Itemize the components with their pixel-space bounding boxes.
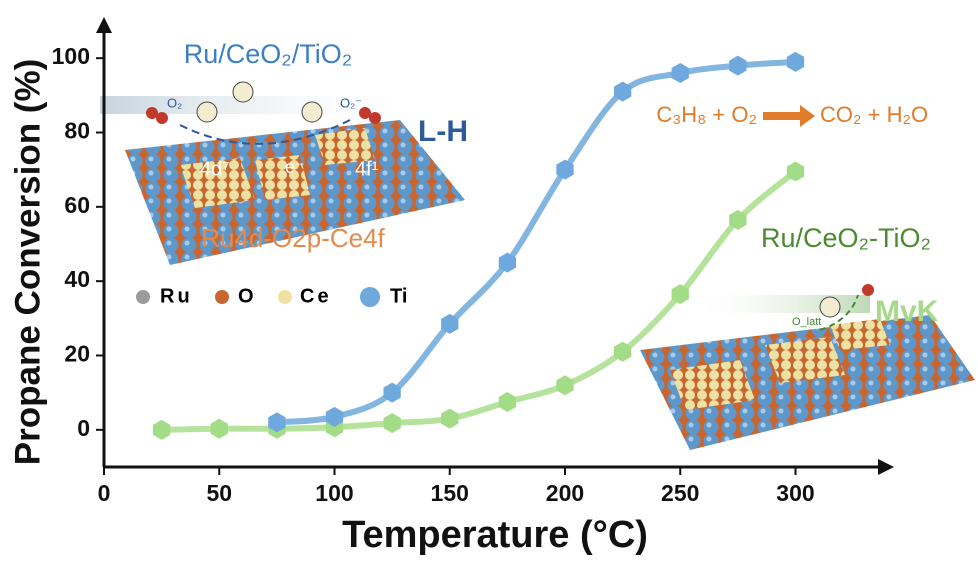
mechanism-label: MvK xyxy=(875,295,939,328)
data-point xyxy=(498,391,517,412)
y-tick-label: 80 xyxy=(64,118,90,144)
oxygen-label: O₂⁻ xyxy=(340,95,362,110)
x-tick-label: 200 xyxy=(546,480,584,506)
data-point xyxy=(441,408,459,429)
y-tick-label: 60 xyxy=(64,192,90,218)
data-point xyxy=(441,313,459,334)
data-point xyxy=(268,412,286,433)
data-point xyxy=(383,413,401,434)
reaction-label: C₃H₈ + O₂ xyxy=(656,102,757,127)
data-point xyxy=(786,51,805,72)
series-label: Ru/CeO₂/TiO₂ xyxy=(184,39,353,69)
data-point xyxy=(613,81,632,102)
x-tick-label: 250 xyxy=(661,480,699,506)
data-point xyxy=(729,209,747,230)
y-tick-label: 100 xyxy=(52,43,90,69)
series-label: Ru/CeO₂-TiO₂ xyxy=(761,223,931,253)
y-tick-label: 40 xyxy=(64,266,90,292)
axis-arrow xyxy=(96,17,112,33)
mechanism-label: L-H xyxy=(418,115,468,148)
x-tick-label: 50 xyxy=(206,480,232,506)
electron-label: e⁻ xyxy=(285,157,305,177)
data-point xyxy=(383,382,401,403)
oxygen-label: O_latt xyxy=(792,316,821,328)
legend-label: O xyxy=(238,285,254,307)
axis-arrow xyxy=(878,459,894,475)
reaction-label: CO₂ + H₂O xyxy=(820,102,928,127)
y-tick-label: 20 xyxy=(64,341,90,367)
data-point xyxy=(498,252,517,273)
illustration xyxy=(100,81,975,450)
y-axis-label: Propane Conversion (%) xyxy=(8,59,47,465)
orbital-label: 4d⁷ xyxy=(200,158,229,180)
y-tick-label: 0 xyxy=(77,415,90,441)
oxygen-label: O₂ xyxy=(167,95,182,110)
orbital-label: 4f¹ xyxy=(355,158,379,180)
series-line xyxy=(273,58,799,426)
data-point xyxy=(613,341,632,362)
orbital-label: Ru4d-O2p-Ce4f xyxy=(201,223,385,253)
data-point xyxy=(325,406,344,427)
legend-label: Ti xyxy=(390,285,407,307)
data-point xyxy=(210,418,228,439)
x-tick-label: 300 xyxy=(776,480,814,506)
data-point xyxy=(556,375,574,396)
data-point xyxy=(152,419,171,440)
x-tick-label: 150 xyxy=(431,480,469,506)
x-tick-label: 100 xyxy=(315,480,353,506)
data-point xyxy=(786,161,805,182)
x-tick-label: 0 xyxy=(98,480,111,506)
legend-label: Ce xyxy=(300,285,332,307)
data-point xyxy=(556,159,574,180)
x-axis-label: Temperature (°C) xyxy=(342,514,648,556)
data-point xyxy=(671,63,689,84)
data-point xyxy=(729,55,747,76)
legend-label: Ru xyxy=(160,285,193,307)
atom-legend xyxy=(136,287,380,307)
data-point xyxy=(671,284,689,305)
